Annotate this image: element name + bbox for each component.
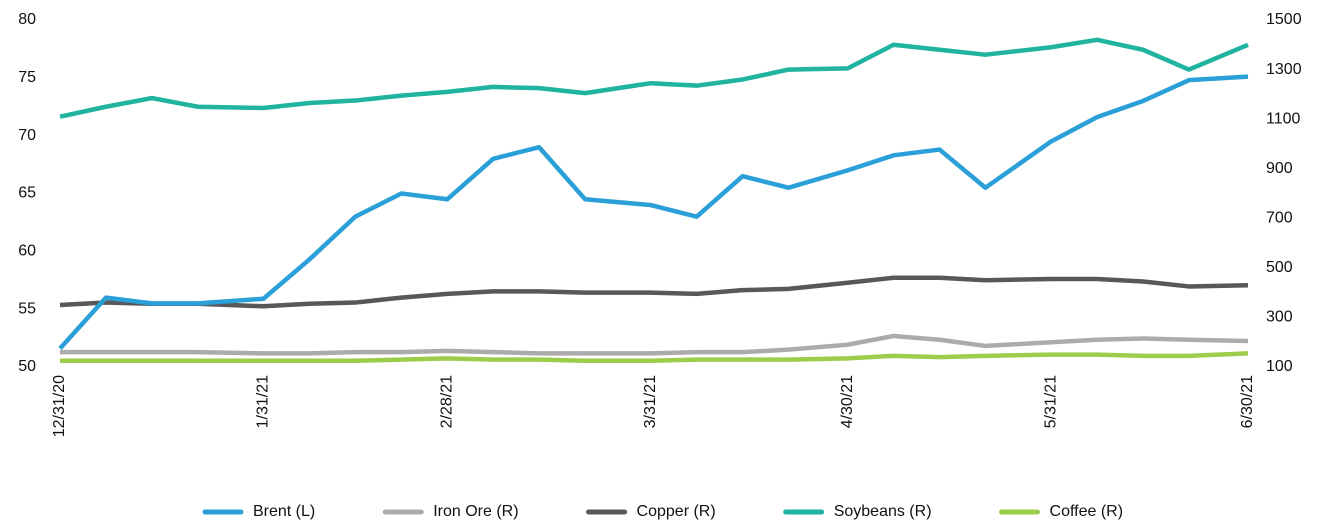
x-tick-label: 12/31/20 <box>51 375 68 437</box>
series-line <box>60 351 1249 364</box>
series-line <box>60 333 1249 356</box>
series-line <box>59 275 1249 309</box>
y-tick-label: 75 <box>18 69 36 86</box>
legend-label: Iron Ore (R) <box>433 503 518 520</box>
x-tick-label: 5/31/21 <box>1042 375 1059 428</box>
x-tick-label: 3/31/21 <box>642 375 659 428</box>
series-line <box>59 37 1249 119</box>
legend-item: Brent (L) <box>202 503 315 520</box>
legend: Brent (L) Iron Ore (R) Copper (R) Soybeans … <box>202 503 1124 520</box>
x-tick-label: 6/30/21 <box>1239 375 1256 428</box>
y2-tick-label: 1500 <box>1266 11 1302 28</box>
x-tick-label: 1/31/21 <box>255 375 272 428</box>
y2-tick-label: 900 <box>1266 160 1293 177</box>
x-tick-label: 4/30/21 <box>839 375 856 428</box>
legend-label: Copper (R) <box>637 503 716 520</box>
y2-tick-label: 300 <box>1266 309 1293 326</box>
y2-tick-label: 700 <box>1266 210 1293 227</box>
legend-item: Iron Ore (R) <box>382 503 519 520</box>
y-tick-label: 50 <box>18 358 36 375</box>
legend-label: Soybeans (R) <box>834 503 932 520</box>
y-tick-label: 65 <box>18 185 36 202</box>
legend-label: Brent (L) <box>253 503 315 520</box>
legend-label: Coffee (R) <box>1050 503 1124 520</box>
y-tick-label: 70 <box>18 127 36 144</box>
x-tick-label: 2/28/21 <box>438 375 455 428</box>
legend-item: Soybeans (R) <box>783 503 932 520</box>
series-line <box>58 74 1249 351</box>
y-tick-label: 80 <box>18 11 36 28</box>
y-tick-label: 55 <box>18 300 36 317</box>
y2-tick-label: 1100 <box>1266 110 1301 127</box>
y2-tick-label: 500 <box>1266 259 1293 276</box>
y2-tick-label: 100 <box>1266 358 1293 375</box>
y-tick-label: 60 <box>18 243 36 260</box>
legend-item: Coffee (R) <box>999 503 1124 520</box>
y2-tick-label: 1300 <box>1266 61 1302 78</box>
legend-item: Copper (R) <box>586 503 716 520</box>
